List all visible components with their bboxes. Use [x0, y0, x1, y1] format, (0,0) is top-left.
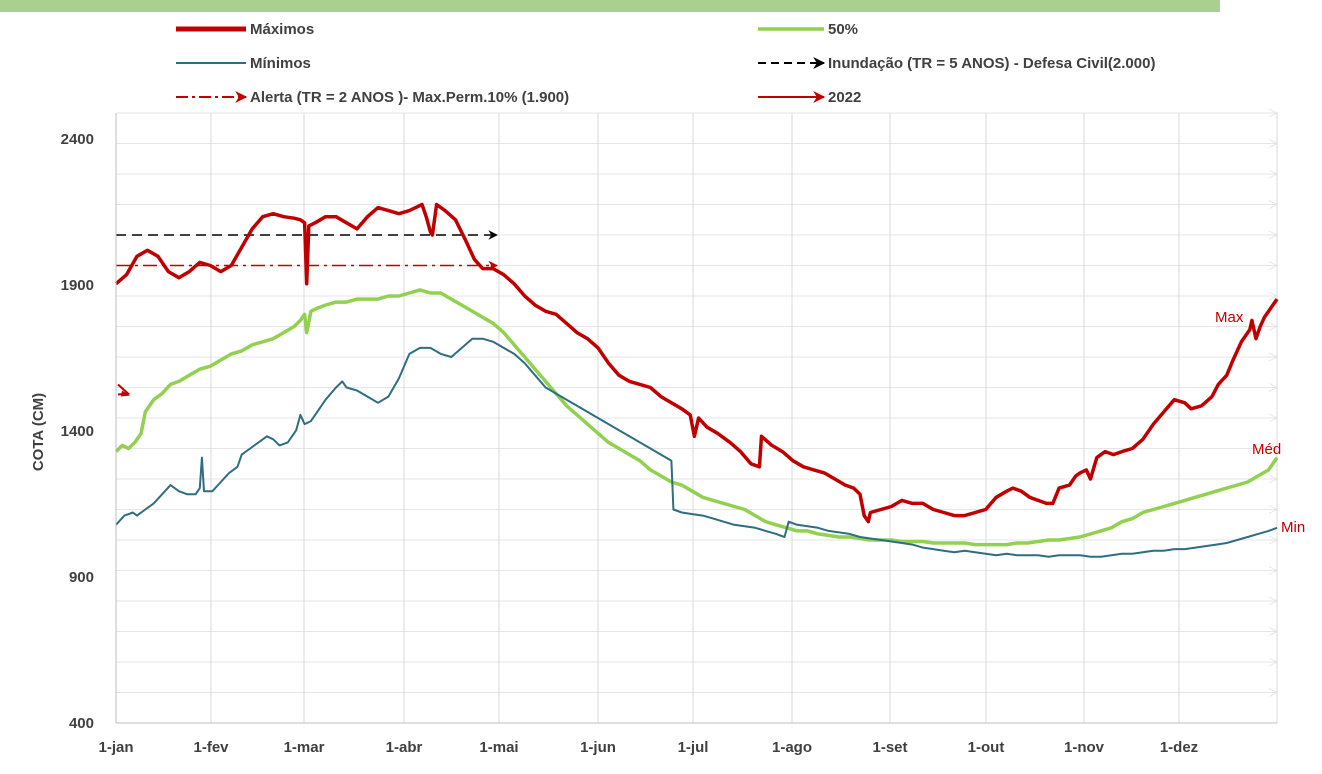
end-labels: Max Méd Min [1215, 309, 1305, 536]
x-tick-label: 1-ago [772, 739, 812, 756]
legend-label: 50% [828, 21, 858, 38]
y-tick-label: 1400 [61, 423, 94, 440]
series-line-mediana [114, 288, 1279, 547]
series-lines [114, 202, 1279, 558]
axes: 400 900 1400 1900 2400 1-jan 1-fev 1-mar 1-abr 1-… [30, 113, 1277, 756]
x-tick-label: 1-fev [193, 739, 229, 756]
y-tick-label: 2400 [61, 131, 94, 148]
series-line-maximos [114, 202, 1279, 524]
end-label: Min [1281, 519, 1305, 536]
x-tick-label: 1-nov [1064, 739, 1105, 756]
legend-label: Mínimos [250, 55, 311, 72]
y-axis-title: COTA (CM) [30, 393, 47, 471]
x-tick-label: 1-mar [284, 739, 325, 756]
series-line-minimos [115, 337, 1278, 558]
legend-label: Máximos [250, 21, 314, 38]
y-tick-label: 900 [69, 569, 94, 586]
marker-2022-arrow-icon [117, 383, 131, 396]
x-tick-label: 1-jul [678, 739, 709, 756]
grid-lines [115, 108, 1279, 723]
y-tick-label: 1900 [61, 277, 94, 294]
legend-label: Alerta (TR = 2 ANOS )- Max.Perm.10% (1.9… [250, 89, 569, 106]
marker-2022-head [121, 390, 130, 397]
x-tick-label: 1-jun [580, 739, 616, 756]
x-tick-label: 1-mai [479, 739, 518, 756]
x-tick-label: 1-jan [98, 739, 133, 756]
header-accent-bar [0, 0, 1220, 12]
legend-label: Inundação (TR = 5 ANOS) - Defesa Civil(2… [828, 55, 1155, 72]
x-tick-label: 1-dez [1160, 739, 1198, 756]
y-tick-label: 400 [69, 715, 94, 732]
end-label: Méd [1252, 441, 1281, 458]
x-tick-label: 1-abr [386, 739, 423, 756]
end-label: Max [1215, 309, 1244, 326]
x-tick-label: 1-out [968, 739, 1005, 756]
legend: Máximos 50% Mínimos Inundação (TR = 5 ANOS)… [176, 21, 1155, 106]
x-tick-label: 1-set [872, 739, 907, 756]
legend-label: 2022 [828, 89, 861, 106]
